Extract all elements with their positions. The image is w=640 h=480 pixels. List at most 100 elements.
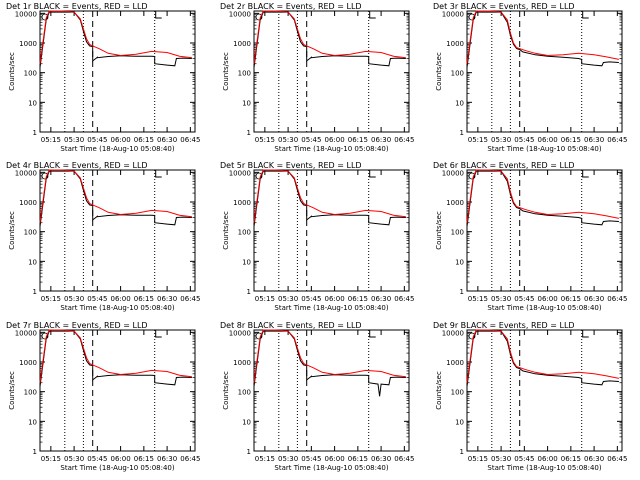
panel-title: Det 7r BLACK = Events, RED = LLD (6, 321, 148, 330)
y-tick-label: 10 (242, 99, 251, 107)
y-tick-label: 1000 (233, 40, 251, 48)
x-tick-label: 06:00 (538, 455, 558, 463)
x-tick-label: 06:00 (325, 455, 345, 463)
x-tick-label: 06:15 (348, 295, 368, 303)
interval-bracket (582, 11, 589, 19)
detector-panel-4: Det 4r BLACK = Events, RED = LLD 1 10 100 10… (6, 161, 200, 312)
x-tick-label: 05:45 (87, 455, 107, 463)
y-tick-label: 100 (24, 229, 37, 237)
y-tick-label: 10000 (15, 10, 37, 18)
x-tick-label: 06:15 (561, 136, 581, 144)
start-marker (41, 172, 49, 180)
x-tick-label: 05:45 (514, 455, 534, 463)
detector-panel-6: Det 6r BLACK = Events, RED = LLD 1 10 100 10… (433, 161, 627, 312)
x-tick-label: 05:30 (278, 295, 298, 303)
x-tick-label: 05:30 (278, 455, 298, 463)
x-tick-label: 06:45 (394, 295, 414, 303)
x-tick-label: 06:45 (607, 295, 627, 303)
y-axis-label: Counts/sec (8, 52, 16, 91)
x-tick-label: 05:30 (491, 136, 511, 144)
x-tick-label: 06:30 (157, 455, 177, 463)
y-tick-label: 1000 (233, 199, 251, 207)
start-marker (468, 13, 476, 21)
x-tick-label: 05:15 (41, 295, 61, 303)
x-tick-label: 06:30 (371, 455, 391, 463)
y-tick-label: 100 (238, 389, 251, 397)
y-tick-label: 1 (33, 448, 37, 456)
x-axis-label: Start Time (18-Aug-10 05:08:40) (487, 145, 601, 153)
y-tick-label: 10000 (442, 169, 464, 177)
x-tick-label: 06:45 (394, 455, 414, 463)
y-tick-label: 10 (455, 258, 464, 266)
y-tick-label: 10000 (229, 10, 251, 18)
x-tick-label: 05:45 (514, 295, 534, 303)
x-tick-label: 06:00 (325, 295, 345, 303)
panel-title: Det 8r BLACK = Events, RED = LLD (220, 321, 362, 330)
y-tick-label: 1 (247, 288, 251, 296)
y-axis-label: Counts/sec (435, 52, 443, 91)
y-tick-label: 100 (24, 70, 37, 78)
x-tick-label: 05:45 (301, 455, 321, 463)
x-tick-label: 05:30 (64, 295, 84, 303)
y-tick-label: 1000 (233, 359, 251, 367)
x-tick-label: 06:00 (538, 295, 558, 303)
start-marker (468, 172, 476, 180)
interval-bracket (582, 170, 589, 178)
x-tick-label: 05:15 (468, 136, 488, 144)
y-axis-label: Counts/sec (222, 371, 230, 410)
detector-panel-3: Det 3r BLACK = Events, RED = LLD 1 10 100 10… (433, 2, 627, 153)
x-tick-label: 06:15 (134, 455, 154, 463)
x-axis-label: Start Time (18-Aug-10 05:08:40) (60, 464, 174, 472)
y-tick-label: 100 (451, 389, 464, 397)
y-tick-label: 100 (451, 70, 464, 78)
series-line-events (39, 170, 192, 227)
y-tick-label: 10000 (229, 169, 251, 177)
y-tick-label: 10 (455, 99, 464, 107)
x-tick-label: 06:00 (111, 136, 131, 144)
y-tick-label: 10000 (442, 10, 464, 18)
detector-panel-5: Det 5r BLACK = Events, RED = LLD 1 10 100 10… (220, 161, 414, 312)
series-line-lld (39, 10, 192, 64)
detector-panel-9: Det 9r BLACK = Events, RED = LLD 1 10 100 10… (433, 321, 627, 472)
y-axis-label: Counts/sec (222, 211, 230, 250)
x-tick-label: 06:45 (607, 455, 627, 463)
y-tick-label: 1000 (446, 359, 464, 367)
y-axis-label: Counts/sec (222, 52, 230, 91)
y-tick-label: 10000 (229, 329, 251, 337)
panel-title: Det 9r BLACK = Events, RED = LLD (433, 321, 575, 330)
plot-frame (39, 169, 196, 292)
y-tick-label: 1 (460, 129, 464, 137)
detector-panel-7: Det 7r BLACK = Events, RED = LLD 1 10 100 10… (6, 321, 200, 472)
x-axis-label: Start Time (18-Aug-10 05:08:40) (274, 464, 388, 472)
x-tick-label: 06:45 (180, 136, 200, 144)
series-line-events (466, 170, 619, 227)
y-tick-label: 1 (460, 448, 464, 456)
plot-frame (39, 329, 196, 452)
y-tick-label: 10000 (15, 329, 37, 337)
x-tick-label: 06:30 (584, 455, 604, 463)
series-line-events (253, 330, 406, 397)
x-tick-label: 05:15 (41, 136, 61, 144)
x-tick-label: 05:15 (41, 455, 61, 463)
y-tick-label: 1000 (19, 199, 37, 207)
x-axis-label: Start Time (18-Aug-10 05:08:40) (60, 145, 174, 153)
x-tick-label: 06:45 (394, 136, 414, 144)
x-tick-label: 06:15 (134, 295, 154, 303)
series-line-lld (253, 329, 406, 383)
x-tick-label: 06:00 (325, 136, 345, 144)
interval-bracket (369, 11, 376, 19)
plot-frame (253, 169, 410, 292)
y-tick-label: 1 (33, 129, 37, 137)
start-marker (255, 172, 263, 180)
interval-bracket (369, 330, 376, 338)
plot-frame (253, 329, 410, 452)
plot-frame (466, 329, 623, 452)
x-tick-label: 05:45 (87, 295, 107, 303)
x-tick-label: 05:30 (278, 136, 298, 144)
y-tick-label: 1 (247, 129, 251, 137)
detector-panel-1: Det 1r BLACK = Events, RED = LLD 1 10 100 10… (6, 2, 200, 153)
series-line-lld (39, 169, 192, 223)
x-tick-label: 06:45 (180, 295, 200, 303)
series-line-events (39, 11, 192, 68)
x-tick-label: 05:15 (468, 295, 488, 303)
